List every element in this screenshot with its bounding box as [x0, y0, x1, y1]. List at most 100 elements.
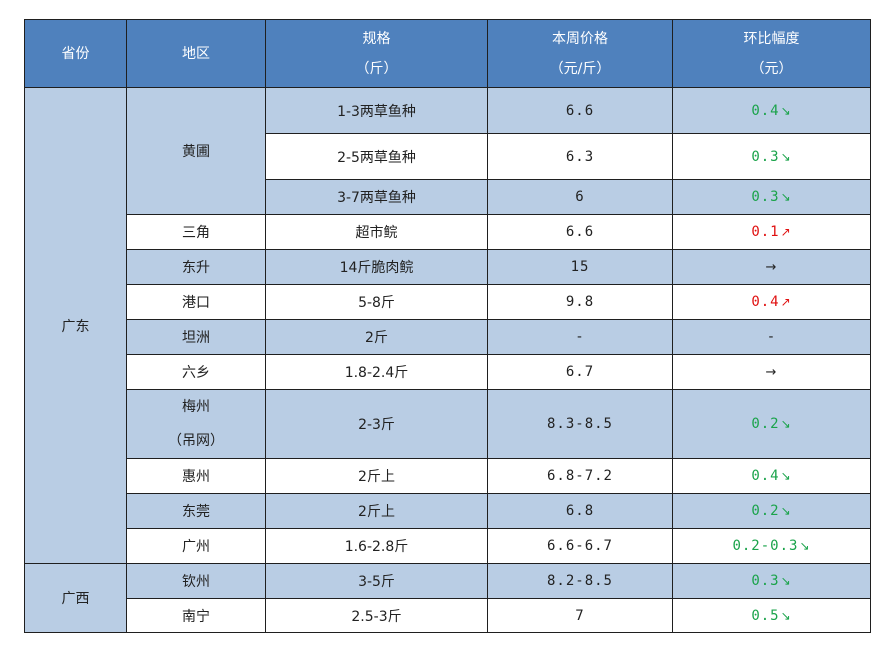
header-price-line2: （元/斤）	[549, 60, 611, 77]
change-value: 0.5↘	[751, 608, 791, 624]
change-cell: 0.1↗	[672, 214, 871, 250]
price-table: 省份 地区 规格 （斤） 本周价格 （元/斤） 环比幅度 （元） 广东 黄圃 1…	[24, 19, 871, 633]
change-cell: 0.4↘	[672, 458, 871, 494]
spec-cell: 2斤	[265, 319, 488, 355]
table-row: 梅州 （吊网） 2-3斤 8.3-8.5 0.2↘	[25, 389, 871, 459]
change-value: 0.4↘	[751, 103, 791, 119]
change-value: →	[766, 259, 778, 275]
change-cell: 0.2↘	[672, 493, 871, 529]
change-cell: 0.3↘	[672, 133, 871, 180]
trend-down-arrow-icon: ↘	[780, 417, 792, 431]
change-cell: →	[672, 354, 871, 390]
table-row: 广东 黄圃 1-3两草鱼种 6.6 0.4↘	[24, 87, 871, 564]
price-cell: 6.7	[487, 354, 673, 390]
trend-flat-arrow-icon: →	[765, 260, 778, 275]
province-cell-guangdong: 广东	[24, 87, 127, 564]
region-cell: 东莞	[126, 493, 266, 529]
region-subname: （吊网）	[168, 433, 224, 449]
change-value: 0.2↘	[751, 416, 791, 432]
change-amount: 0.5	[751, 607, 780, 624]
header-province: 省份	[24, 19, 127, 88]
price-cell: 6.8	[487, 493, 673, 529]
province-cell-guangxi: 广西	[24, 563, 127, 633]
header-change: 环比幅度 （元）	[672, 19, 871, 88]
change-value: 0.2↘	[751, 503, 791, 519]
table-row: 3-7两草鱼种 6 0.3↘	[25, 179, 871, 215]
table-row: 三角 超市鲩 6.6 0.1↗	[25, 214, 871, 250]
header-change-line1: 环比幅度	[743, 30, 800, 47]
spec-cell: 14斤脆肉鲩	[265, 249, 488, 285]
trend-down-arrow-icon: ↘	[780, 103, 792, 118]
spec-cell: 1.6-2.8斤	[265, 528, 488, 564]
region-name: 梅州	[182, 399, 210, 415]
header-change-line2: （元）	[750, 60, 793, 77]
trend-down-arrow-icon: ↘	[780, 190, 792, 204]
table-row: 港口 5-8斤 9.8 0.4↗	[25, 284, 871, 320]
spec-cell: 超市鲩	[265, 214, 488, 250]
spec-cell: 2-5两草鱼种	[265, 133, 488, 180]
price-cell: 6.8-7.2	[487, 458, 673, 494]
table-row: 东升 14斤脆肉鲩 15 →	[25, 249, 871, 285]
change-cell: →	[672, 249, 871, 285]
trend-up-arrow-icon: ↗	[780, 225, 792, 239]
change-value: 0.2-0.3↘	[732, 538, 810, 554]
header-price-line1: 本周价格	[552, 30, 608, 47]
change-amount: 0.4	[751, 294, 780, 310]
region-cell: 惠州	[126, 458, 266, 494]
trend-down-arrow-icon: ↘	[780, 504, 792, 518]
change-value: -	[767, 329, 776, 345]
spec-cell: 2-3斤	[265, 389, 488, 459]
region-cell: 广州	[126, 528, 266, 564]
trend-down-arrow-icon: ↘	[780, 574, 792, 588]
change-value: 0.3↘	[751, 573, 791, 589]
change-value: 0.4↗	[751, 294, 791, 310]
region-cell: 东升	[126, 249, 266, 285]
price-cell: 6.6	[487, 87, 673, 134]
change-amount: 0.4	[751, 102, 780, 119]
table-row: 六乡 1.8-2.4斤 6.7 →	[25, 354, 871, 390]
region-cell: 六乡	[126, 354, 266, 390]
price-cell: 6.6	[487, 214, 673, 250]
table-row: 东莞 2斤上 6.8 0.2↘	[25, 493, 871, 529]
spec-cell: 3-7两草鱼种	[265, 179, 488, 215]
change-amount: 0.4	[751, 468, 780, 484]
price-cell: 7	[487, 598, 673, 633]
table-row: 坦洲 2斤 - -	[25, 319, 871, 355]
header-spec-line2: （斤）	[355, 60, 398, 77]
table-row: 广州 1.6-2.8斤 6.6-6.7 0.2-0.3↘	[25, 528, 871, 564]
spec-cell: 2斤上	[265, 458, 488, 494]
region-cell: 港口	[126, 284, 266, 320]
change-cell: 0.2-0.3↘	[672, 528, 871, 564]
trend-down-arrow-icon: ↘	[780, 469, 792, 483]
region-cell: 南宁	[126, 598, 266, 633]
region-cell: 三角	[126, 214, 266, 250]
spec-cell: 1.8-2.4斤	[265, 354, 488, 390]
price-cell: 6.6-6.7	[487, 528, 673, 564]
header-spec-line1: 规格	[362, 30, 391, 47]
change-amount: 0.2-0.3	[732, 538, 799, 554]
spec-cell: 2.5-3斤	[265, 598, 488, 633]
change-cell: 0.3↘	[672, 563, 871, 599]
header-spec: 规格 （斤）	[265, 19, 488, 88]
change-value: 0.4↘	[751, 468, 791, 484]
region-cell: 黄圃	[126, 87, 266, 215]
price-cell: -	[487, 319, 673, 355]
header-row: 省份 地区 规格 （斤） 本周价格 （元/斤） 环比幅度 （元）	[24, 19, 871, 88]
table-row: 南宁 2.5-3斤 7 0.5↘	[25, 598, 871, 633]
change-amount: 0.2	[751, 503, 780, 519]
change-amount: 0.3	[751, 148, 780, 165]
trend-flat-arrow-icon: →	[765, 365, 778, 380]
price-cell: 15	[487, 249, 673, 285]
change-cell: 0.3↘	[672, 179, 871, 215]
trend-down-arrow-icon: ↘	[780, 608, 792, 623]
trend-down-arrow-icon: ↘	[799, 539, 811, 553]
trend-up-arrow-icon: ↗	[780, 295, 792, 309]
price-cell: 8.3-8.5	[487, 389, 673, 459]
change-value: 0.3↘	[751, 189, 791, 205]
trend-down-arrow-icon: ↘	[780, 149, 792, 164]
spec-cell: 5-8斤	[265, 284, 488, 320]
change-cell: -	[672, 319, 871, 355]
change-value: 0.3↘	[751, 149, 791, 165]
price-cell: 6	[487, 179, 673, 215]
header-price: 本周价格 （元/斤）	[487, 19, 673, 88]
